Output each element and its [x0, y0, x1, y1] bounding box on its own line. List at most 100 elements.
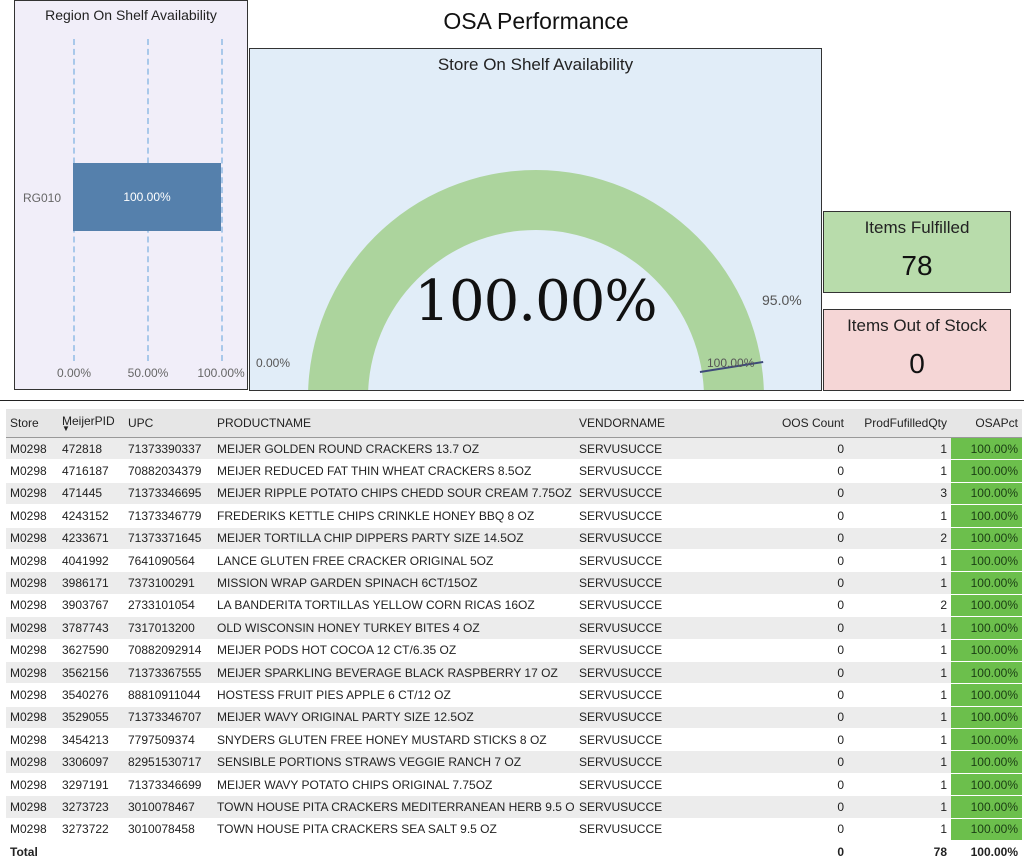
gauge-value: 100.00% [414, 269, 657, 334]
cell-vendorname: SERVUSUCCE [575, 437, 756, 461]
table-row[interactable]: M0298 4041992 7641090564 LANCE GLUTEN FREE … [6, 549, 1022, 573]
column-header-label: MeijerPID [62, 414, 115, 428]
cell-upc: 88810911044 [124, 683, 213, 707]
cell-fulfilled-qty: 1 [848, 795, 951, 819]
table-row[interactable]: M0298 3787743 7317013200 OLD WISCONSIN HONE… [6, 616, 1022, 640]
column-header-upc[interactable]: UPC [124, 409, 213, 438]
cell-vendorname: SERVUSUCCE [575, 750, 756, 774]
cell-productname: HOSTESS FRUIT PIES APPLE 6 CT/12 OZ [213, 683, 575, 707]
column-header-oos-count[interactable]: OOS Count [756, 409, 848, 438]
cell-osapct: 100.00% [951, 549, 1022, 573]
cell-upc: 3010078467 [124, 795, 213, 819]
cell-vendorname: SERVUSUCCE [575, 661, 756, 685]
cell-productname: LA BANDERITA TORTILLAS YELLOW CORN RICAS… [213, 594, 575, 618]
cell-osapct: 100.00% [951, 773, 1022, 797]
cell-productname: SENSIBLE PORTIONS STRAWS VEGGIE RANCH 7 … [213, 750, 575, 774]
table-row[interactable]: M0298 4233671 71373371645 MEIJER TORTILLA C… [6, 527, 1022, 550]
table-total-row: Total 0 78 100.00% [6, 840, 1022, 864]
cell-store: M0298 [6, 728, 58, 752]
cell-oos-count: 0 [756, 504, 848, 528]
cell-meijerpid: 3306097 [58, 750, 124, 774]
cell-vendorname: SERVUSUCCE [575, 639, 756, 662]
cell-store: M0298 [6, 504, 58, 528]
table-row[interactable]: M0298 3562156 71373367555 MEIJER SPARKLING … [6, 661, 1022, 685]
column-header-prodfufilledqty[interactable]: ProdFufilledQty [848, 409, 951, 438]
cell-osapct: 100.00% [951, 728, 1022, 752]
table-row[interactable]: M0298 3903767 2733101054 LA BANDERITA TORTI… [6, 594, 1022, 618]
cell-oos-count: 0 [756, 706, 848, 730]
cell-store: M0298 [6, 459, 58, 483]
column-header-osapct[interactable]: OSAPct [951, 409, 1022, 438]
cell-upc: 70882092914 [124, 639, 213, 662]
cell-fulfilled-qty: 2 [848, 527, 951, 550]
gauge-fill-arc[interactable] [308, 170, 764, 390]
cell-store: M0298 [6, 639, 58, 662]
table-row[interactable]: M0298 3273723 3010078467 TOWN HOUSE PITA CR… [6, 795, 1022, 819]
cell-meijerpid: 3787743 [58, 616, 124, 640]
cell-oos-count: 0 [756, 459, 848, 483]
cell-meijerpid: 4243152 [58, 504, 124, 528]
cell-store: M0298 [6, 661, 58, 685]
cell-fulfilled-qty: 1 [848, 639, 951, 662]
cell-store: M0298 [6, 750, 58, 774]
cell-productname: MISSION WRAP GARDEN SPINACH 6CT/15OZ [213, 571, 575, 595]
cell-meijerpid: 471445 [58, 482, 124, 506]
cell-fulfilled-qty: 1 [848, 661, 951, 685]
cell-meijerpid: 4233671 [58, 527, 124, 550]
cell-fulfilled-qty: 1 [848, 504, 951, 528]
cell-oos-count: 0 [756, 818, 848, 842]
table-row[interactable]: M0298 4716187 70882034379 MEIJER REDUCED FA… [6, 459, 1022, 483]
cell-osapct: 100.00% [951, 750, 1022, 774]
cell-upc: 7373100291 [124, 571, 213, 595]
column-header-vendorname[interactable]: VENDORNAME [575, 409, 756, 438]
osa-table: Store MeijerPID ▼ UPC PRODUCTNAME VENDORN… [6, 409, 1022, 864]
cell-oos-count: 0 [756, 728, 848, 752]
cell-meijerpid: 3540276 [58, 683, 124, 707]
cell-store: M0298 [6, 594, 58, 618]
cell-osapct: 100.00% [951, 504, 1022, 528]
gauge-title: Store On Shelf Availability [437, 55, 634, 74]
table-row[interactable]: M0298 3986171 7373100291 MISSION WRAP GARDE… [6, 571, 1022, 595]
table-row[interactable]: M0298 3306097 82951530717 SENSIBLE PORTIONS… [6, 750, 1022, 774]
gauge-target-marker [699, 361, 764, 374]
cell-meijerpid: 3297191 [58, 773, 124, 797]
sort-descending-icon: ▼ [62, 424, 70, 433]
gauge-max-label: 100.00% [707, 356, 755, 370]
cell-store: M0298 [6, 437, 58, 461]
table-row[interactable]: M0298 471445 71373346695 MEIJER RIPPLE POTA… [6, 482, 1022, 506]
grid-line [221, 39, 223, 361]
cell-osapct: 100.00% [951, 706, 1022, 730]
cell-upc: 2733101054 [124, 594, 213, 618]
cell-productname: TOWN HOUSE PITA CRACKERS SEA SALT 9.5 OZ [213, 818, 575, 842]
cell-productname: TOWN HOUSE PITA CRACKERS MEDITERRANEAN H… [213, 795, 575, 819]
table-row[interactable]: M0298 3627590 70882092914 MEIJER PODS HOT C… [6, 639, 1022, 662]
total-fulfilled-qty: 78 [848, 840, 951, 864]
cell-meijerpid: 472818 [58, 437, 124, 461]
cell-store: M0298 [6, 818, 58, 842]
cell-vendorname: SERVUSUCCE [575, 527, 756, 550]
cell-upc: 71373371645 [124, 527, 213, 550]
column-header-meijerpid[interactable]: MeijerPID ▼ [58, 409, 124, 438]
region-category-label: RG010 [23, 191, 62, 205]
table-row[interactable]: M0298 3454213 7797509374 SNYDERS GLUTEN FRE… [6, 728, 1022, 752]
table-row[interactable]: M0298 3529055 71373346707 MEIJER WAVY ORIGI… [6, 706, 1022, 730]
cell-store: M0298 [6, 616, 58, 640]
table-row[interactable]: M0298 3540276 88810911044 HOSTESS FRUIT PIE… [6, 683, 1022, 707]
cell-upc: 7641090564 [124, 549, 213, 573]
cell-oos-count: 0 [756, 773, 848, 797]
column-header-productname[interactable]: PRODUCTNAME [213, 409, 575, 438]
column-header-store[interactable]: Store [6, 409, 58, 438]
table-row[interactable]: M0298 472818 71373390337 MEIJER GOLDEN ROUN… [6, 437, 1022, 461]
cell-fulfilled-qty: 1 [848, 571, 951, 595]
cell-vendorname: SERVUSUCCE [575, 728, 756, 752]
cell-store: M0298 [6, 683, 58, 707]
x-tick-label: 0.00% [56, 366, 92, 380]
table-row[interactable]: M0298 3297191 71373346699 MEIJER WAVY POTAT… [6, 773, 1022, 797]
cell-fulfilled-qty: 1 [848, 706, 951, 730]
table-row[interactable]: M0298 4243152 71373346779 FREDERIKS KETTLE … [6, 504, 1022, 528]
cell-oos-count: 0 [756, 549, 848, 573]
table-row[interactable]: M0298 3273722 3010078458 TOWN HOUSE PITA CR… [6, 818, 1022, 842]
cell-vendorname: SERVUSUCCE [575, 504, 756, 528]
region-bar[interactable] [73, 163, 221, 231]
cell-upc: 71373346707 [124, 706, 213, 730]
